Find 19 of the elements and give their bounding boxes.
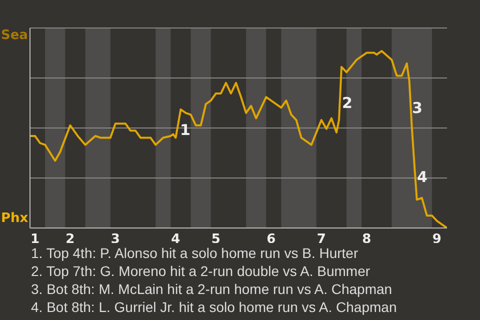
text: 2. Top 7th: G. Moreno hit a 2-run double vs A. Bummer [31,262,372,280]
text: 4. Bot 8th: L. Gurriel Jr. hit a solo home run vs A. Chapman [31,298,397,316]
annotation: 3 [412,99,422,117]
text: 1. Top 4th: P. Alonso hit a solo home run vs B. Hurter [31,245,358,261]
x-tick-label: 3 [110,232,120,248]
annotation: 2 [342,94,352,112]
annotation: 1 [180,121,190,139]
x-tick-label: 5 [211,232,220,248]
x-tick-label: 6 [266,232,276,248]
x-tick-label: 1 [30,232,40,248]
text: 3. Bot 8th: M. McLain hit a 2-run home run vs A. Chapman [31,280,394,298]
x-tick-label: 9 [432,232,442,248]
x-tick-label: 2 [66,232,75,248]
x-tick-label: 7 [316,232,326,248]
text: Sea [1,27,28,45]
annotation: 4 [417,168,428,186]
text: Phx [1,210,28,228]
x-tick-label: 4 [171,232,180,248]
x-tick-label: 8 [362,232,372,248]
